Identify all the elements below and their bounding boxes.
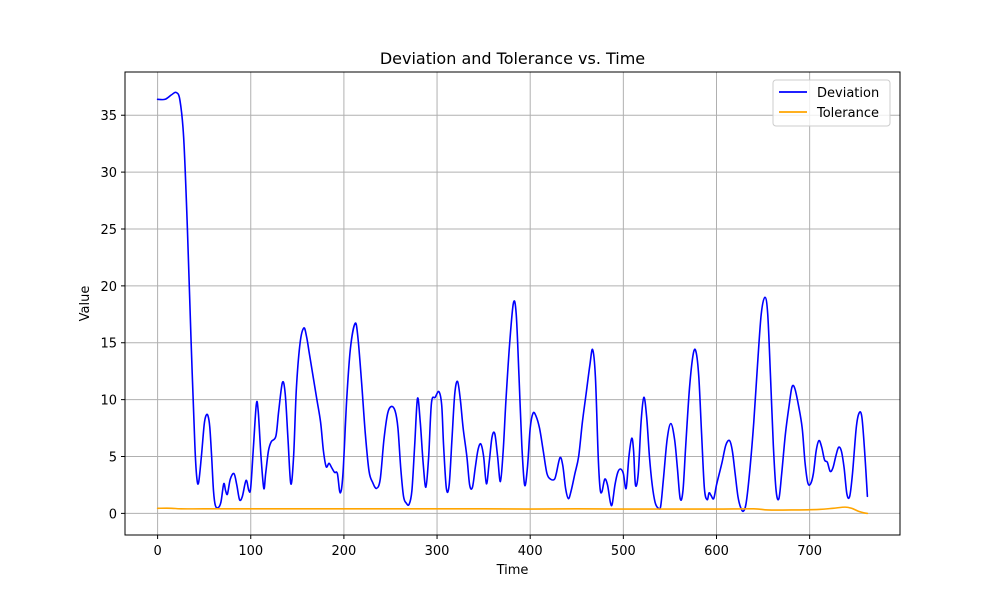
chart-title: Deviation and Tolerance vs. Time — [380, 49, 645, 68]
y-tick-label: 0 — [109, 507, 117, 522]
series-line-tolerance — [156, 506, 869, 515]
legend-label-tolerance: Tolerance — [816, 106, 879, 121]
y-tick-label: 5 — [109, 451, 117, 466]
series-lines — [156, 91, 869, 515]
x-tick-label: 200 — [331, 544, 356, 559]
y-tick-label: 10 — [100, 394, 117, 409]
y-tick-label: 15 — [100, 337, 117, 352]
x-tick-label: 500 — [611, 544, 636, 559]
plot-frame — [124, 71, 901, 536]
x-tick-label: 600 — [704, 544, 729, 559]
x-tick-label: 700 — [797, 544, 822, 559]
x-axis-ticks: 0 100 200 300 400 500 600 700 — [153, 535, 822, 559]
y-tick-label: 30 — [100, 166, 117, 181]
x-tick-label: 0 — [153, 544, 161, 559]
x-axis-title: Time — [496, 563, 529, 578]
y-axis-ticks: 0 5 10 15 20 25 30 35 — [100, 109, 125, 522]
y-tick-label: 20 — [100, 280, 117, 295]
series-line-deviation — [156, 91, 869, 513]
x-tick-label: 400 — [518, 544, 543, 559]
legend: Deviation Tolerance — [772, 79, 891, 127]
x-tick-label: 300 — [425, 544, 450, 559]
legend-label-deviation: Deviation — [817, 86, 879, 101]
y-tick-label: 25 — [100, 223, 117, 238]
y-axis-title: Value — [78, 286, 93, 322]
x-tick-label: 100 — [238, 544, 263, 559]
y-tick-label: 35 — [100, 109, 117, 124]
